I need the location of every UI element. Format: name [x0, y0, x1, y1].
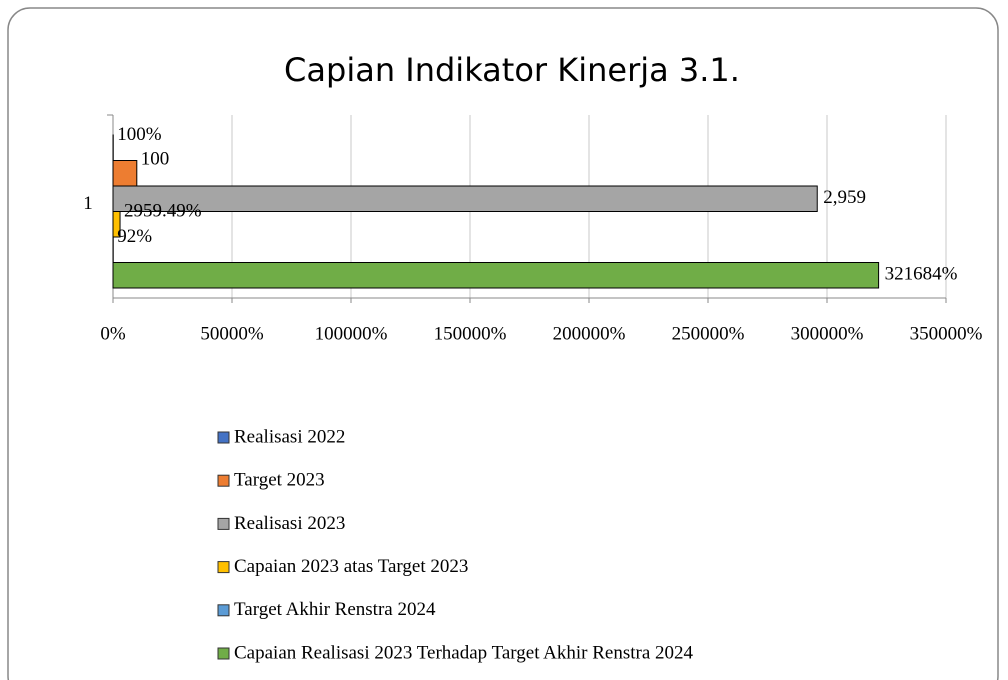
x-tick-label: 200000% — [553, 323, 626, 344]
x-tick-label: 100000% — [315, 323, 388, 344]
x-tick-label: 150000% — [434, 323, 507, 344]
legend-label: Target 2023 — [234, 470, 325, 491]
data-label: 2959.49% — [124, 201, 202, 222]
y-tick-label: 1 — [83, 193, 93, 214]
x-tick-label: 300000% — [791, 323, 864, 344]
x-tick-label: 350000% — [910, 323, 983, 344]
legend-label: Capaian 2023 atas Target 2023 — [234, 556, 468, 577]
chart-title: Capian Indikator Kinerja 3.1. — [284, 51, 740, 89]
x-tick-label: 0% — [100, 323, 126, 344]
legend-swatch — [217, 604, 230, 617]
legend-label: Capaian Realisasi 2023 Terhadap Target A… — [234, 642, 694, 663]
x-tick-label: 250000% — [672, 323, 745, 344]
legend-swatch — [217, 431, 230, 444]
legend-swatch — [217, 474, 230, 487]
legend-label: Realisasi 2023 — [234, 513, 345, 534]
data-label: 321684% — [885, 264, 958, 285]
legend-swatch — [217, 647, 230, 660]
legend-label: Realisasi 2022 — [234, 426, 345, 447]
chart-frame — [7, 7, 999, 680]
data-label: 100% — [117, 124, 162, 145]
bar — [112, 211, 121, 238]
legend-swatch — [217, 561, 230, 574]
data-label: 92% — [117, 226, 152, 247]
bar — [112, 185, 818, 212]
data-label: 2,959 — [823, 187, 866, 208]
bar — [112, 160, 138, 187]
bar — [112, 262, 880, 289]
data-label: 100 — [141, 149, 170, 170]
legend-swatch — [217, 517, 230, 530]
legend-label: Target Akhir Renstra 2024 — [234, 599, 436, 620]
x-tick-label: 50000% — [200, 323, 264, 344]
